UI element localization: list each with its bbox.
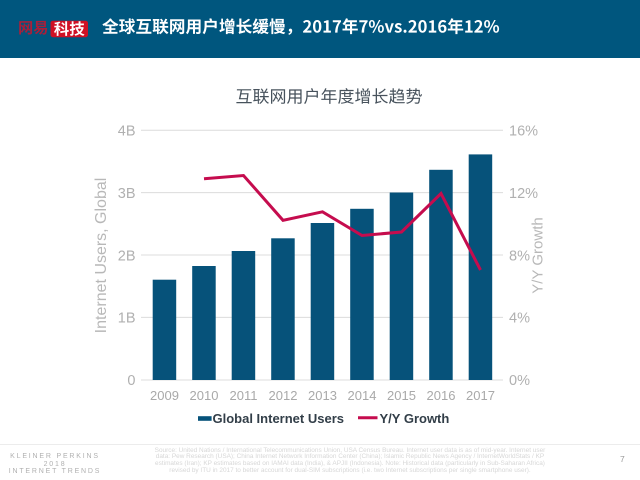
svg-text:1B: 1B xyxy=(118,311,136,327)
svg-text:2009: 2009 xyxy=(150,388,179,403)
svg-text:Internet Users, Global: Internet Users, Global xyxy=(93,178,110,334)
svg-text:Y/Y Growth: Y/Y Growth xyxy=(380,411,450,426)
svg-text:2015: 2015 xyxy=(387,388,416,403)
svg-text:0: 0 xyxy=(127,373,135,389)
svg-text:Y/Y Growth: Y/Y Growth xyxy=(530,217,547,293)
svg-text:2016: 2016 xyxy=(427,388,456,403)
svg-text:Global Internet Users: Global Internet Users xyxy=(213,411,344,426)
svg-text:4%: 4% xyxy=(509,311,530,327)
svg-text:2011: 2011 xyxy=(230,388,258,403)
svg-text:2012: 2012 xyxy=(269,388,298,403)
svg-text:3B: 3B xyxy=(118,186,136,202)
svg-text:12%: 12% xyxy=(509,186,538,202)
svg-text:2010: 2010 xyxy=(190,388,219,403)
svg-text:2B: 2B xyxy=(118,248,136,264)
svg-text:4B: 4B xyxy=(118,124,136,140)
svg-text:8%: 8% xyxy=(509,248,530,264)
svg-text:16%: 16% xyxy=(509,124,538,140)
svg-text:2014: 2014 xyxy=(348,388,377,403)
svg-text:2013: 2013 xyxy=(308,388,337,403)
svg-text:0%: 0% xyxy=(509,373,530,389)
svg-text:2017: 2017 xyxy=(466,388,495,403)
